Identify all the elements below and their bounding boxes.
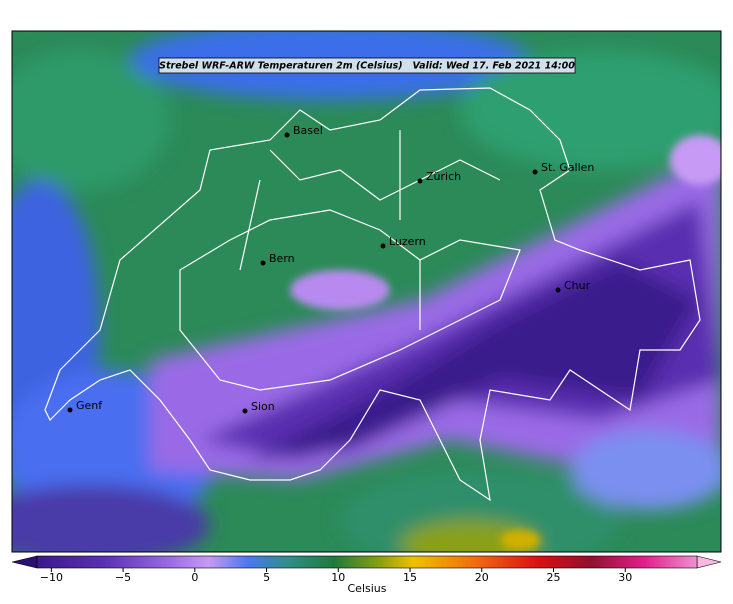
city-dot [532, 169, 538, 175]
city-label: St. Gallen [541, 161, 594, 174]
colorbar-tick-label: −10 [40, 571, 63, 584]
colorbar-tick-label: 30 [618, 571, 632, 584]
colorbar-extend-low [11, 555, 38, 569]
cities: Basel Zürich St. Gallen Luzern Bern Chur Genf S… [67, 124, 594, 414]
colorbar-scale [36, 555, 698, 569]
colorbar-tick-label: 10 [331, 571, 345, 584]
map-frame [11, 30, 722, 553]
city-dot [555, 287, 561, 293]
canton-borders [44, 87, 701, 502]
city-label: Basel [293, 124, 323, 137]
colorbar-extend-high [696, 555, 722, 569]
colorbar-tick-label: −5 [115, 571, 131, 584]
colorbar-tick-label: 15 [403, 571, 417, 584]
city-label: Sion [251, 400, 275, 413]
temperature-field [12, 31, 721, 552]
city-label: Chur [564, 279, 591, 292]
city-dot [67, 407, 73, 413]
city-label: Bern [269, 252, 295, 265]
colorbar: −10 −5 0 5 10 15 20 25 30 [11, 555, 722, 584]
title-box [158, 57, 576, 74]
city-dot [284, 132, 290, 138]
city-dot [242, 408, 248, 414]
city-label: Genf [76, 399, 103, 412]
city-label: Luzern [389, 235, 426, 248]
colorbar-tick-label: 20 [475, 571, 489, 584]
city-dot [260, 260, 266, 266]
city-dot [417, 178, 423, 184]
map-title: Strebel WRF-ARW Temperaturen 2m (Celsius… [159, 61, 575, 72]
city-dot [380, 243, 386, 249]
colorbar-label: Celsius [348, 582, 387, 595]
colorbar-tick-label: 0 [191, 571, 198, 584]
colorbar-tick-label: 25 [547, 571, 561, 584]
city-label: Zürich [426, 170, 461, 183]
colorbar-tick-label: 5 [263, 571, 270, 584]
